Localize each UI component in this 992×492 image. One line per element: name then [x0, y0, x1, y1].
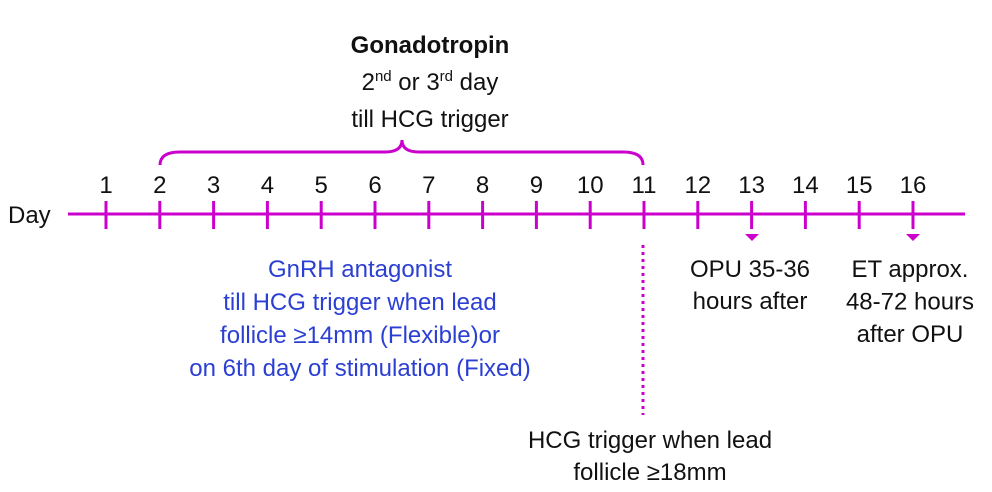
day-label: 12 [684, 172, 711, 199]
et-text: after OPU [857, 321, 964, 348]
day-label: 13 [738, 172, 765, 199]
axis-label: Day [8, 202, 51, 229]
day-label: 2 [153, 172, 166, 199]
opu-text: OPU 35-36 [690, 256, 810, 283]
day-label: 5 [315, 172, 328, 199]
day-label: 15 [846, 172, 873, 199]
day-label: 1 [99, 172, 112, 199]
superscript: rd [440, 68, 453, 85]
day-label: 6 [368, 172, 381, 199]
et-text: ET approx. [852, 256, 969, 283]
antagonist-text: follicle ≥14mm (Flexible)or [220, 322, 500, 349]
text: or 3 [392, 69, 440, 96]
day-label: 14 [792, 172, 819, 199]
trigger-text: HCG trigger when lead [528, 427, 772, 454]
day-label: 4 [261, 172, 274, 199]
trigger-text: follicle ≥18mm [573, 459, 726, 486]
subtitle: till HCG trigger [351, 106, 508, 133]
text: 2 [362, 69, 375, 96]
superscript: nd [375, 68, 392, 85]
arrow [745, 234, 759, 241]
day-label: 8 [476, 172, 489, 199]
antagonist-text: GnRH antagonist [268, 256, 452, 283]
brace [158, 139, 645, 166]
day-label: 11 [632, 172, 657, 199]
day-label: 16 [900, 172, 927, 199]
opu-text: hours after [693, 288, 808, 315]
text: day [453, 69, 498, 96]
antagonist-text: till HCG trigger when lead [223, 289, 496, 316]
arrow [906, 234, 920, 241]
antagonist-text: on 6th day of stimulation (Fixed) [189, 355, 531, 382]
et-text: 48-72 hours [846, 289, 974, 316]
day-label: 9 [530, 172, 543, 199]
title: Gonadotropin [351, 32, 510, 59]
day-label: 3 [207, 172, 220, 199]
day-label: 10 [577, 172, 604, 199]
day-label: 7 [422, 172, 435, 199]
subtitle: 2nd or 3rd day [362, 68, 499, 96]
